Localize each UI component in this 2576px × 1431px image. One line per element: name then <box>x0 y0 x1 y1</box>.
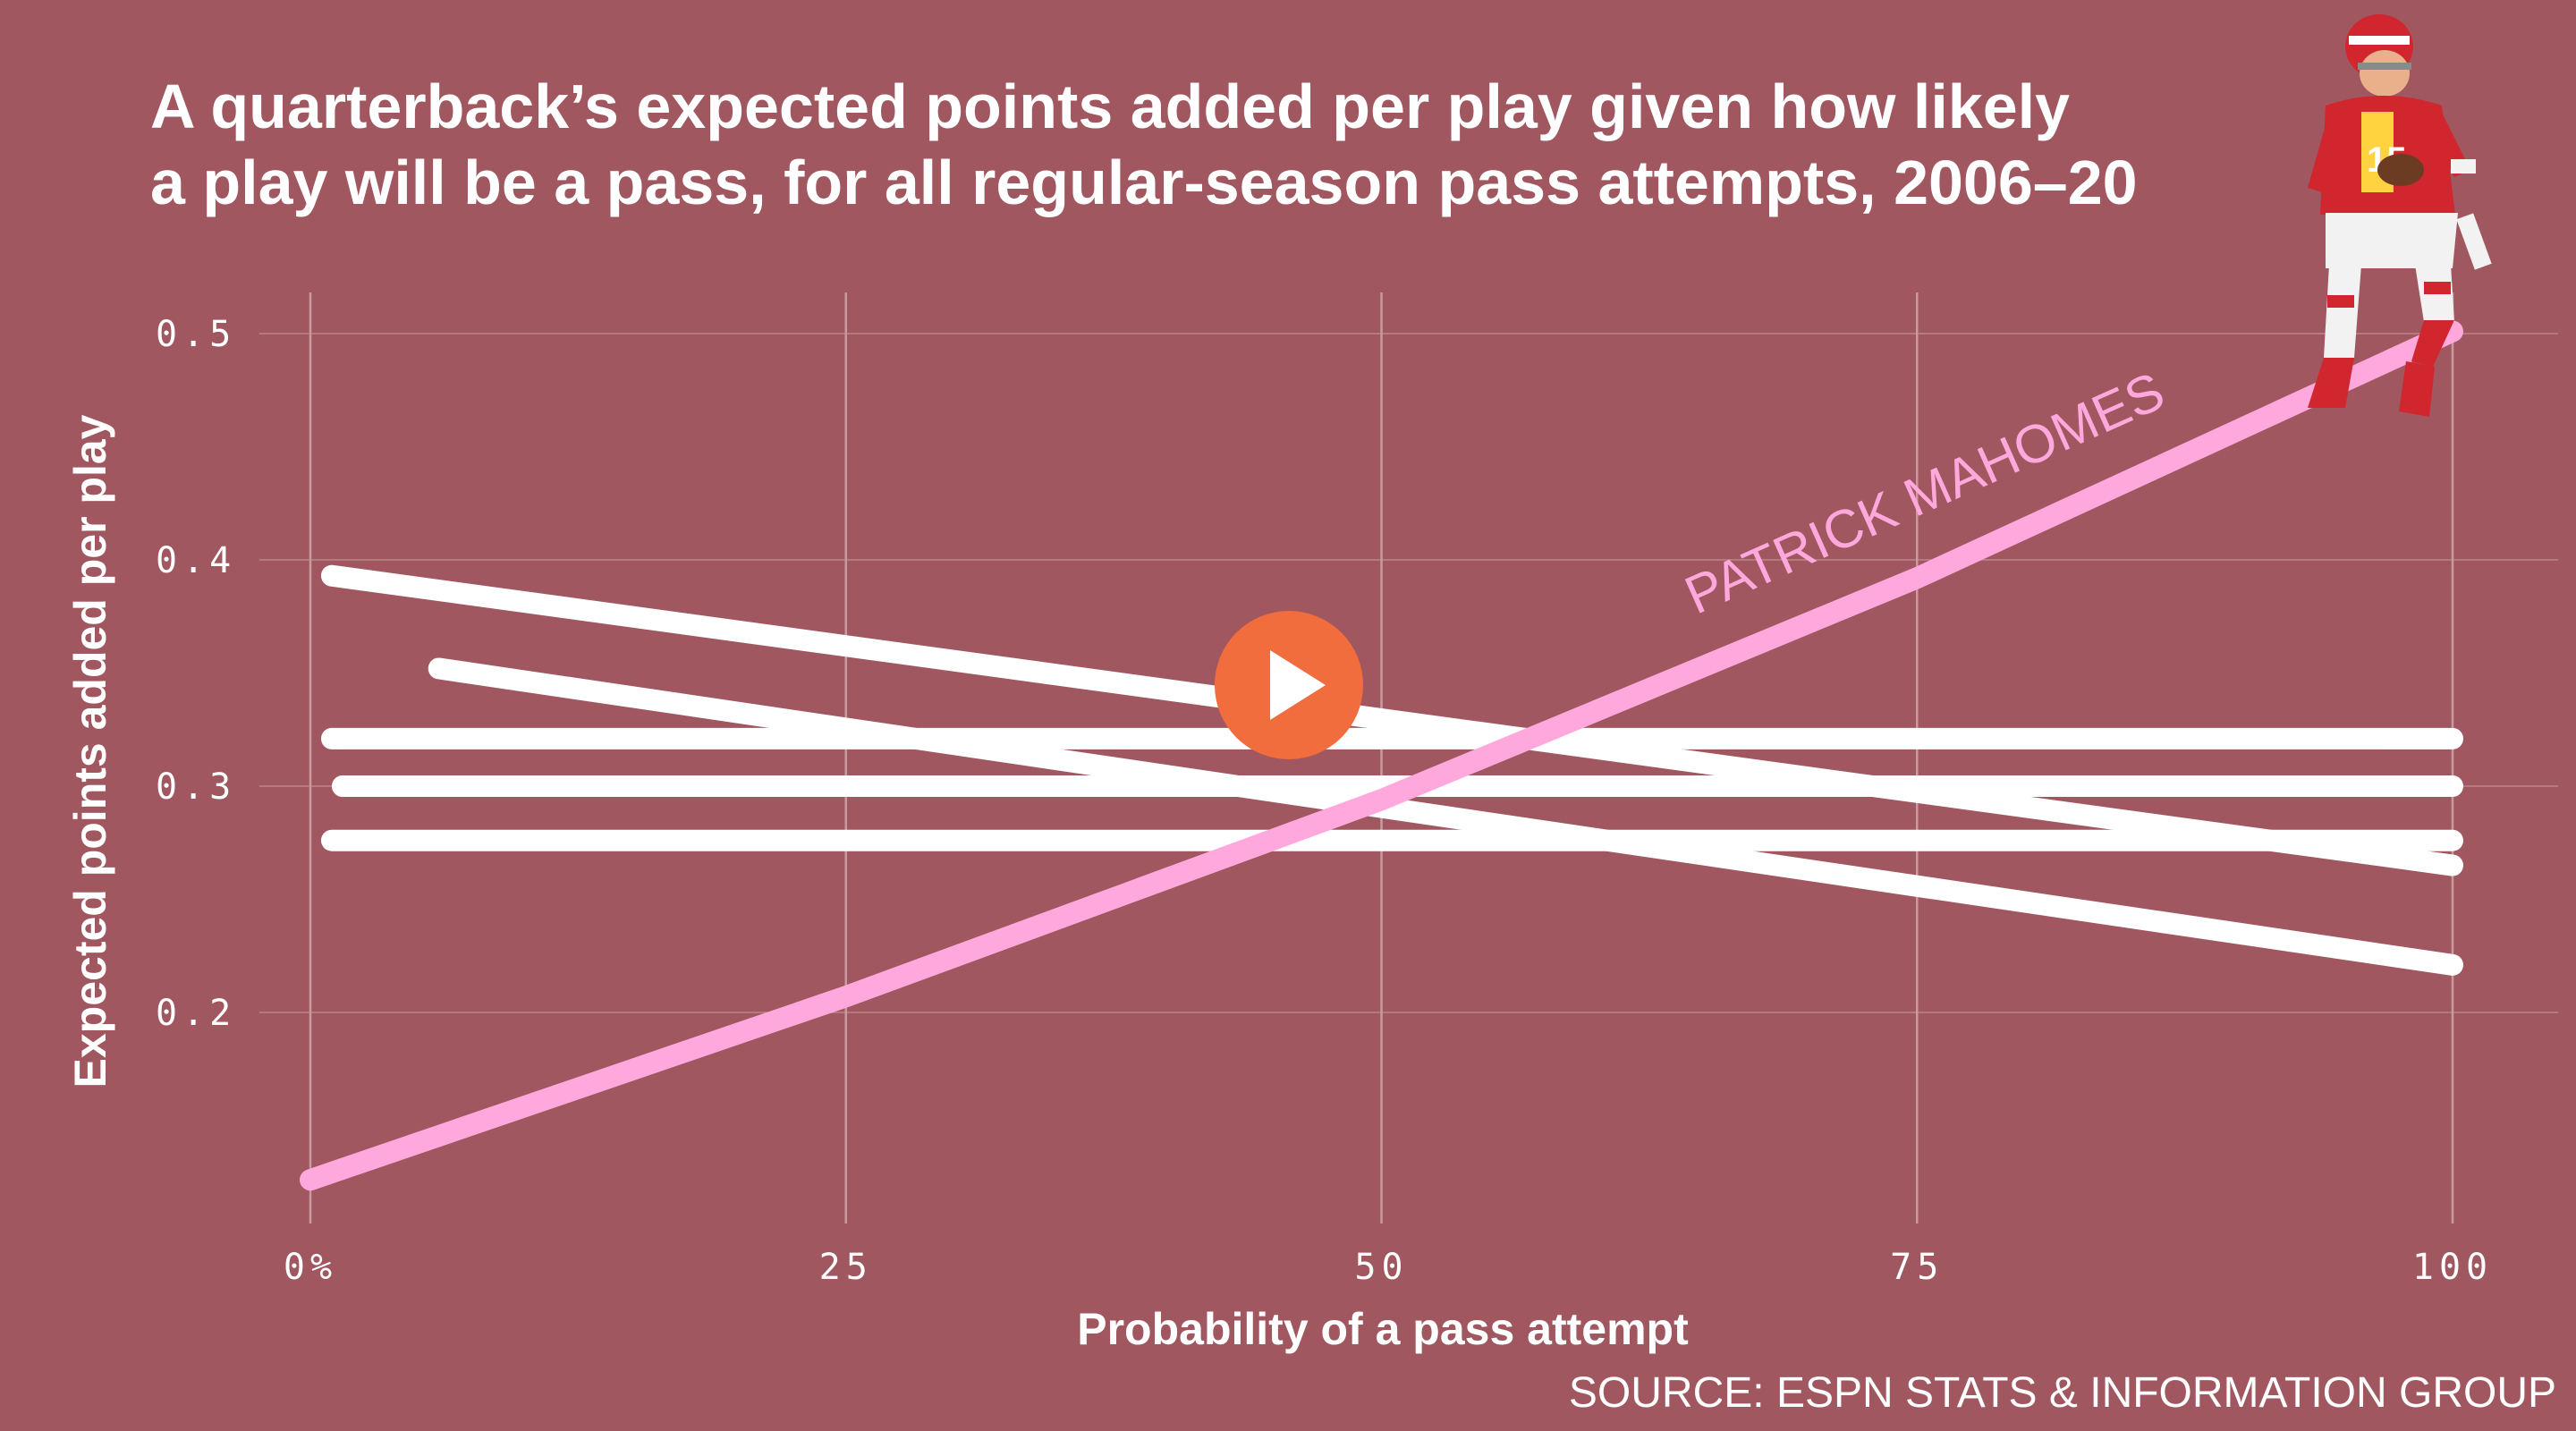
y-tick-label: 0.3 <box>156 766 236 808</box>
x-axis-ticks: 0% 25 50 75 100 <box>284 1247 2493 1288</box>
chart-title-line-2: a play will be a pass, for all regular-s… <box>150 148 2138 217</box>
y-axis-ticks: 0.2 0.3 0.4 0.5 <box>156 314 236 1034</box>
qb-series-line <box>320 564 2463 876</box>
highlight-series-line <box>300 320 2463 1191</box>
chart-title-line-1: A quarterback’s expected points added pe… <box>150 72 2070 141</box>
x-axis-label: Probability of a pass attempt <box>1077 1304 1689 1354</box>
x-tick-label: 0% <box>284 1247 337 1288</box>
series-lines <box>300 320 2463 1191</box>
x-tick-label: 50 <box>1354 1247 1408 1288</box>
x-tick-label: 75 <box>1890 1247 1944 1288</box>
y-axis-label: Expected points added per play <box>65 414 115 1088</box>
y-tick-label: 0.4 <box>156 540 236 581</box>
x-tick-label: 100 <box>2412 1247 2493 1288</box>
quarterback-photo: 15 <box>2308 14 2492 417</box>
video-play-button[interactable] <box>1215 611 1363 759</box>
y-tick-label: 0.2 <box>156 993 236 1034</box>
x-tick-label: 25 <box>819 1247 873 1288</box>
play-icon <box>1270 650 1326 720</box>
source-note: SOURCE: ESPN STATS & INFORMATION GROUP <box>1569 1369 2556 1417</box>
qb-series-line <box>428 657 2463 976</box>
y-tick-label: 0.5 <box>156 314 236 355</box>
